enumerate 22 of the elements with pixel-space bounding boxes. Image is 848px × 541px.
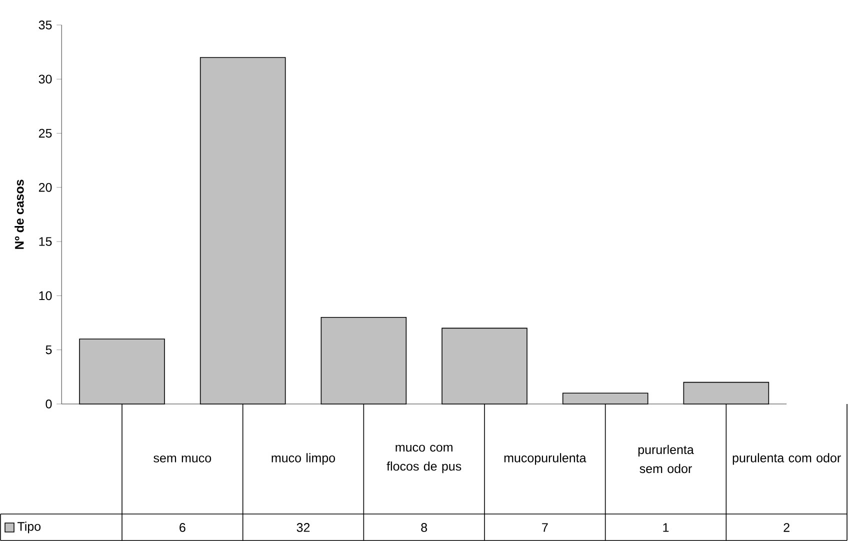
y-tick-label: 25: [38, 128, 52, 138]
x-tick-label: purulenta com odor: [732, 453, 841, 465]
y-tick-label: 15: [39, 237, 52, 246]
x-tick-label: muco limpo: [272, 453, 336, 465]
data-label: 32: [296, 523, 310, 532]
data-label: 6: [180, 523, 186, 532]
y-tick-label: 10: [39, 291, 52, 300]
legend-label: Tipo: [17, 522, 41, 534]
data-label: 2: [784, 523, 790, 532]
x-tick-label: mucopurulenta: [504, 453, 586, 465]
data-label: 1: [663, 523, 669, 532]
y-tick-label: 5: [46, 345, 52, 354]
y-tick-label: 30: [38, 74, 52, 84]
data-label: 7: [542, 523, 548, 532]
y-tick-label: 35: [38, 20, 52, 30]
y-tick-label: 0: [46, 400, 52, 408]
x-tick-label: muco com flocos de pus: [386, 444, 462, 474]
data-label: 8: [421, 523, 428, 532]
x-tick-label: sem muco: [154, 456, 212, 462]
y-axis-title: Nº de casos: [14, 180, 24, 249]
x-tick-label: pururlenta sem odor: [638, 444, 694, 474]
y-tick-label: 20: [38, 182, 52, 192]
